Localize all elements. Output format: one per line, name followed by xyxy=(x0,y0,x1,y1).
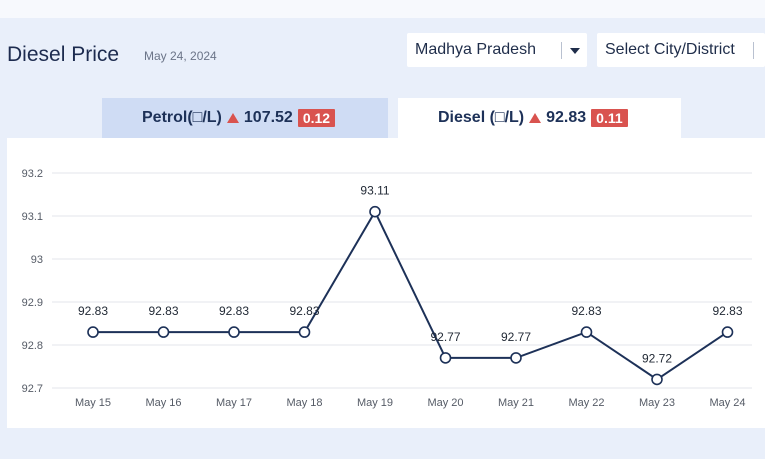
data-point xyxy=(721,326,734,338)
data-point xyxy=(651,373,663,386)
x-tick-label: May 21 xyxy=(498,397,534,409)
y-tick-label: 93.2 xyxy=(22,168,43,180)
city-select-divider xyxy=(753,42,754,59)
data-label: 92.83 xyxy=(289,304,319,318)
data-point xyxy=(369,205,381,218)
tab-diesel-label: Diesel (□/L) xyxy=(438,109,525,126)
data-point xyxy=(510,352,522,364)
y-tick-label: 92.8 xyxy=(22,340,43,352)
x-tick-label: May 20 xyxy=(427,397,463,409)
chevron-down-icon[interactable] xyxy=(570,48,580,54)
tab-petrol-label: Petrol(□/L) xyxy=(142,109,222,126)
page-title: Diesel Price xyxy=(7,43,120,66)
data-point xyxy=(87,326,99,338)
data-label: 93.11 xyxy=(360,184,389,198)
data-point xyxy=(157,326,170,338)
data-label: 92.83 xyxy=(712,304,742,318)
x-tick-label: May 22 xyxy=(568,397,604,409)
price-date: May 24, 2024 xyxy=(144,49,217,63)
x-tick-label: May 23 xyxy=(639,397,675,409)
tab-petrol-price: 107.52 xyxy=(243,109,293,126)
y-tick-label: 92.9 xyxy=(22,297,43,309)
data-label: 92.83 xyxy=(219,304,249,318)
state-select-value: Madhya Pradesh xyxy=(415,41,536,58)
chart-container: 92.7 92.8 92.9 93 93.1 93.2 May 15 May 16 May 17… xyxy=(7,138,765,428)
state-select-divider xyxy=(561,42,562,59)
city-select[interactable]: Select City/District xyxy=(597,33,765,67)
data-label: 92.83 xyxy=(571,304,601,318)
city-select-value: Select City/District xyxy=(605,41,735,58)
data-label: 92.72 xyxy=(642,351,672,365)
tab-diesel[interactable]: Diesel (□/L) 92.83 0.11 xyxy=(398,98,681,140)
tab-petrol-change-badge: 0.12 xyxy=(297,109,336,127)
x-tick-label: May 24 xyxy=(709,397,745,409)
data-label: 92.83 xyxy=(148,304,178,318)
x-tick-label: May 16 xyxy=(145,397,181,409)
data-label: 92.77 xyxy=(430,330,460,344)
series-line xyxy=(93,209,729,381)
data-point xyxy=(228,326,240,338)
x-tick-label: May 18 xyxy=(286,397,322,409)
y-tick-label: 93.1 xyxy=(22,211,43,223)
x-tick-label: May 19 xyxy=(357,397,393,409)
x-tick-label: May 17 xyxy=(216,397,252,409)
data-label: 92.77 xyxy=(501,330,531,344)
x-tick-label: May 15 xyxy=(75,397,111,409)
arrow-up-icon xyxy=(226,113,239,123)
data-label: 92.83 xyxy=(78,304,108,318)
top-strip xyxy=(0,0,765,18)
data-point xyxy=(298,326,311,338)
data-point xyxy=(439,352,452,364)
state-select[interactable]: Madhya Pradesh xyxy=(407,33,587,67)
y-tick-label: 93 xyxy=(31,254,43,266)
price-line-chart: 92.7 92.8 92.9 93 93.1 93.2 May 15 May 16 May 17… xyxy=(22,168,752,409)
tab-diesel-change-badge: 0.11 xyxy=(591,109,628,127)
arrow-up-icon xyxy=(529,113,542,123)
tab-petrol[interactable]: Petrol(□/L) 107.52 0.12 xyxy=(102,98,388,138)
y-tick-label: 92.7 xyxy=(22,383,43,395)
tab-diesel-price: 92.83 xyxy=(546,109,587,126)
data-point xyxy=(580,326,593,338)
